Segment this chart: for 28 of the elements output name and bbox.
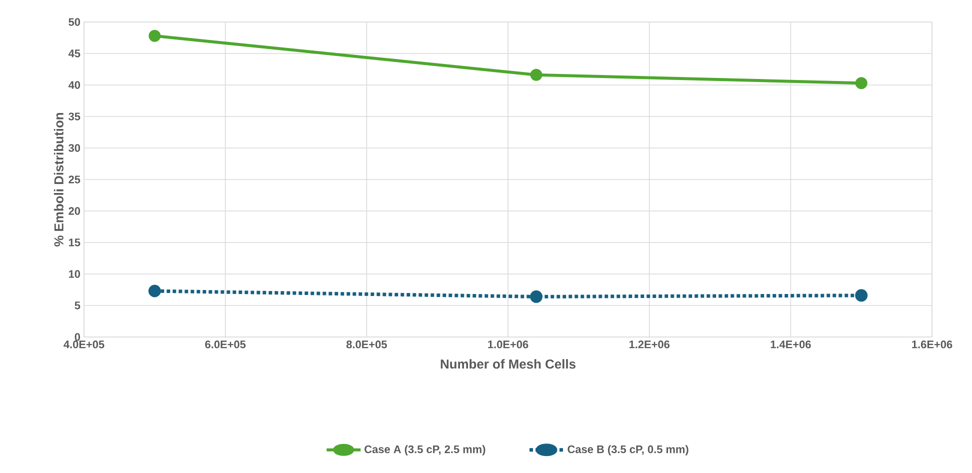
y-tick-label: 0 — [74, 333, 80, 341]
x-tick-label: 1.4E+06 — [770, 340, 811, 348]
x-tick-label: 1.6E+06 — [912, 340, 952, 348]
point — [530, 290, 543, 303]
point — [530, 68, 542, 81]
y-tick-label: 35 — [68, 112, 80, 120]
point — [148, 284, 161, 298]
y-tick-label: 50 — [68, 18, 80, 26]
y-tick-label: 10 — [68, 270, 80, 278]
y-tick-label: 25 — [68, 176, 80, 184]
y-tick-label: 20 — [68, 207, 80, 215]
x-tick-label: 6.0E+05 — [205, 340, 246, 348]
y-tick-label: 15 — [68, 238, 80, 246]
point — [855, 289, 868, 302]
x-tick-label: 8.0E+05 — [346, 340, 387, 348]
legend-label: Case A (3.5 cP, 2.5 mm) — [364, 445, 486, 456]
x-tick-label: 1.0E+06 — [488, 340, 528, 348]
x-tick-label: 1.2E+06 — [629, 340, 670, 348]
x-tick-label: 4.0E+05 — [64, 340, 104, 348]
y-axis-title: % Emboli Distribution — [54, 113, 64, 246]
legend-label: Case B (3.5 cP, 0.5 mm) — [568, 445, 688, 456]
point — [855, 77, 868, 90]
y-tick-label: 40 — [68, 81, 80, 89]
y-tick-label: 5 — [74, 302, 80, 310]
y-tick-label: 30 — [68, 144, 80, 152]
y-tick-label: 45 — [68, 50, 80, 58]
point — [148, 30, 161, 42]
x-axis-title: Number of Mesh Cells — [440, 359, 576, 369]
